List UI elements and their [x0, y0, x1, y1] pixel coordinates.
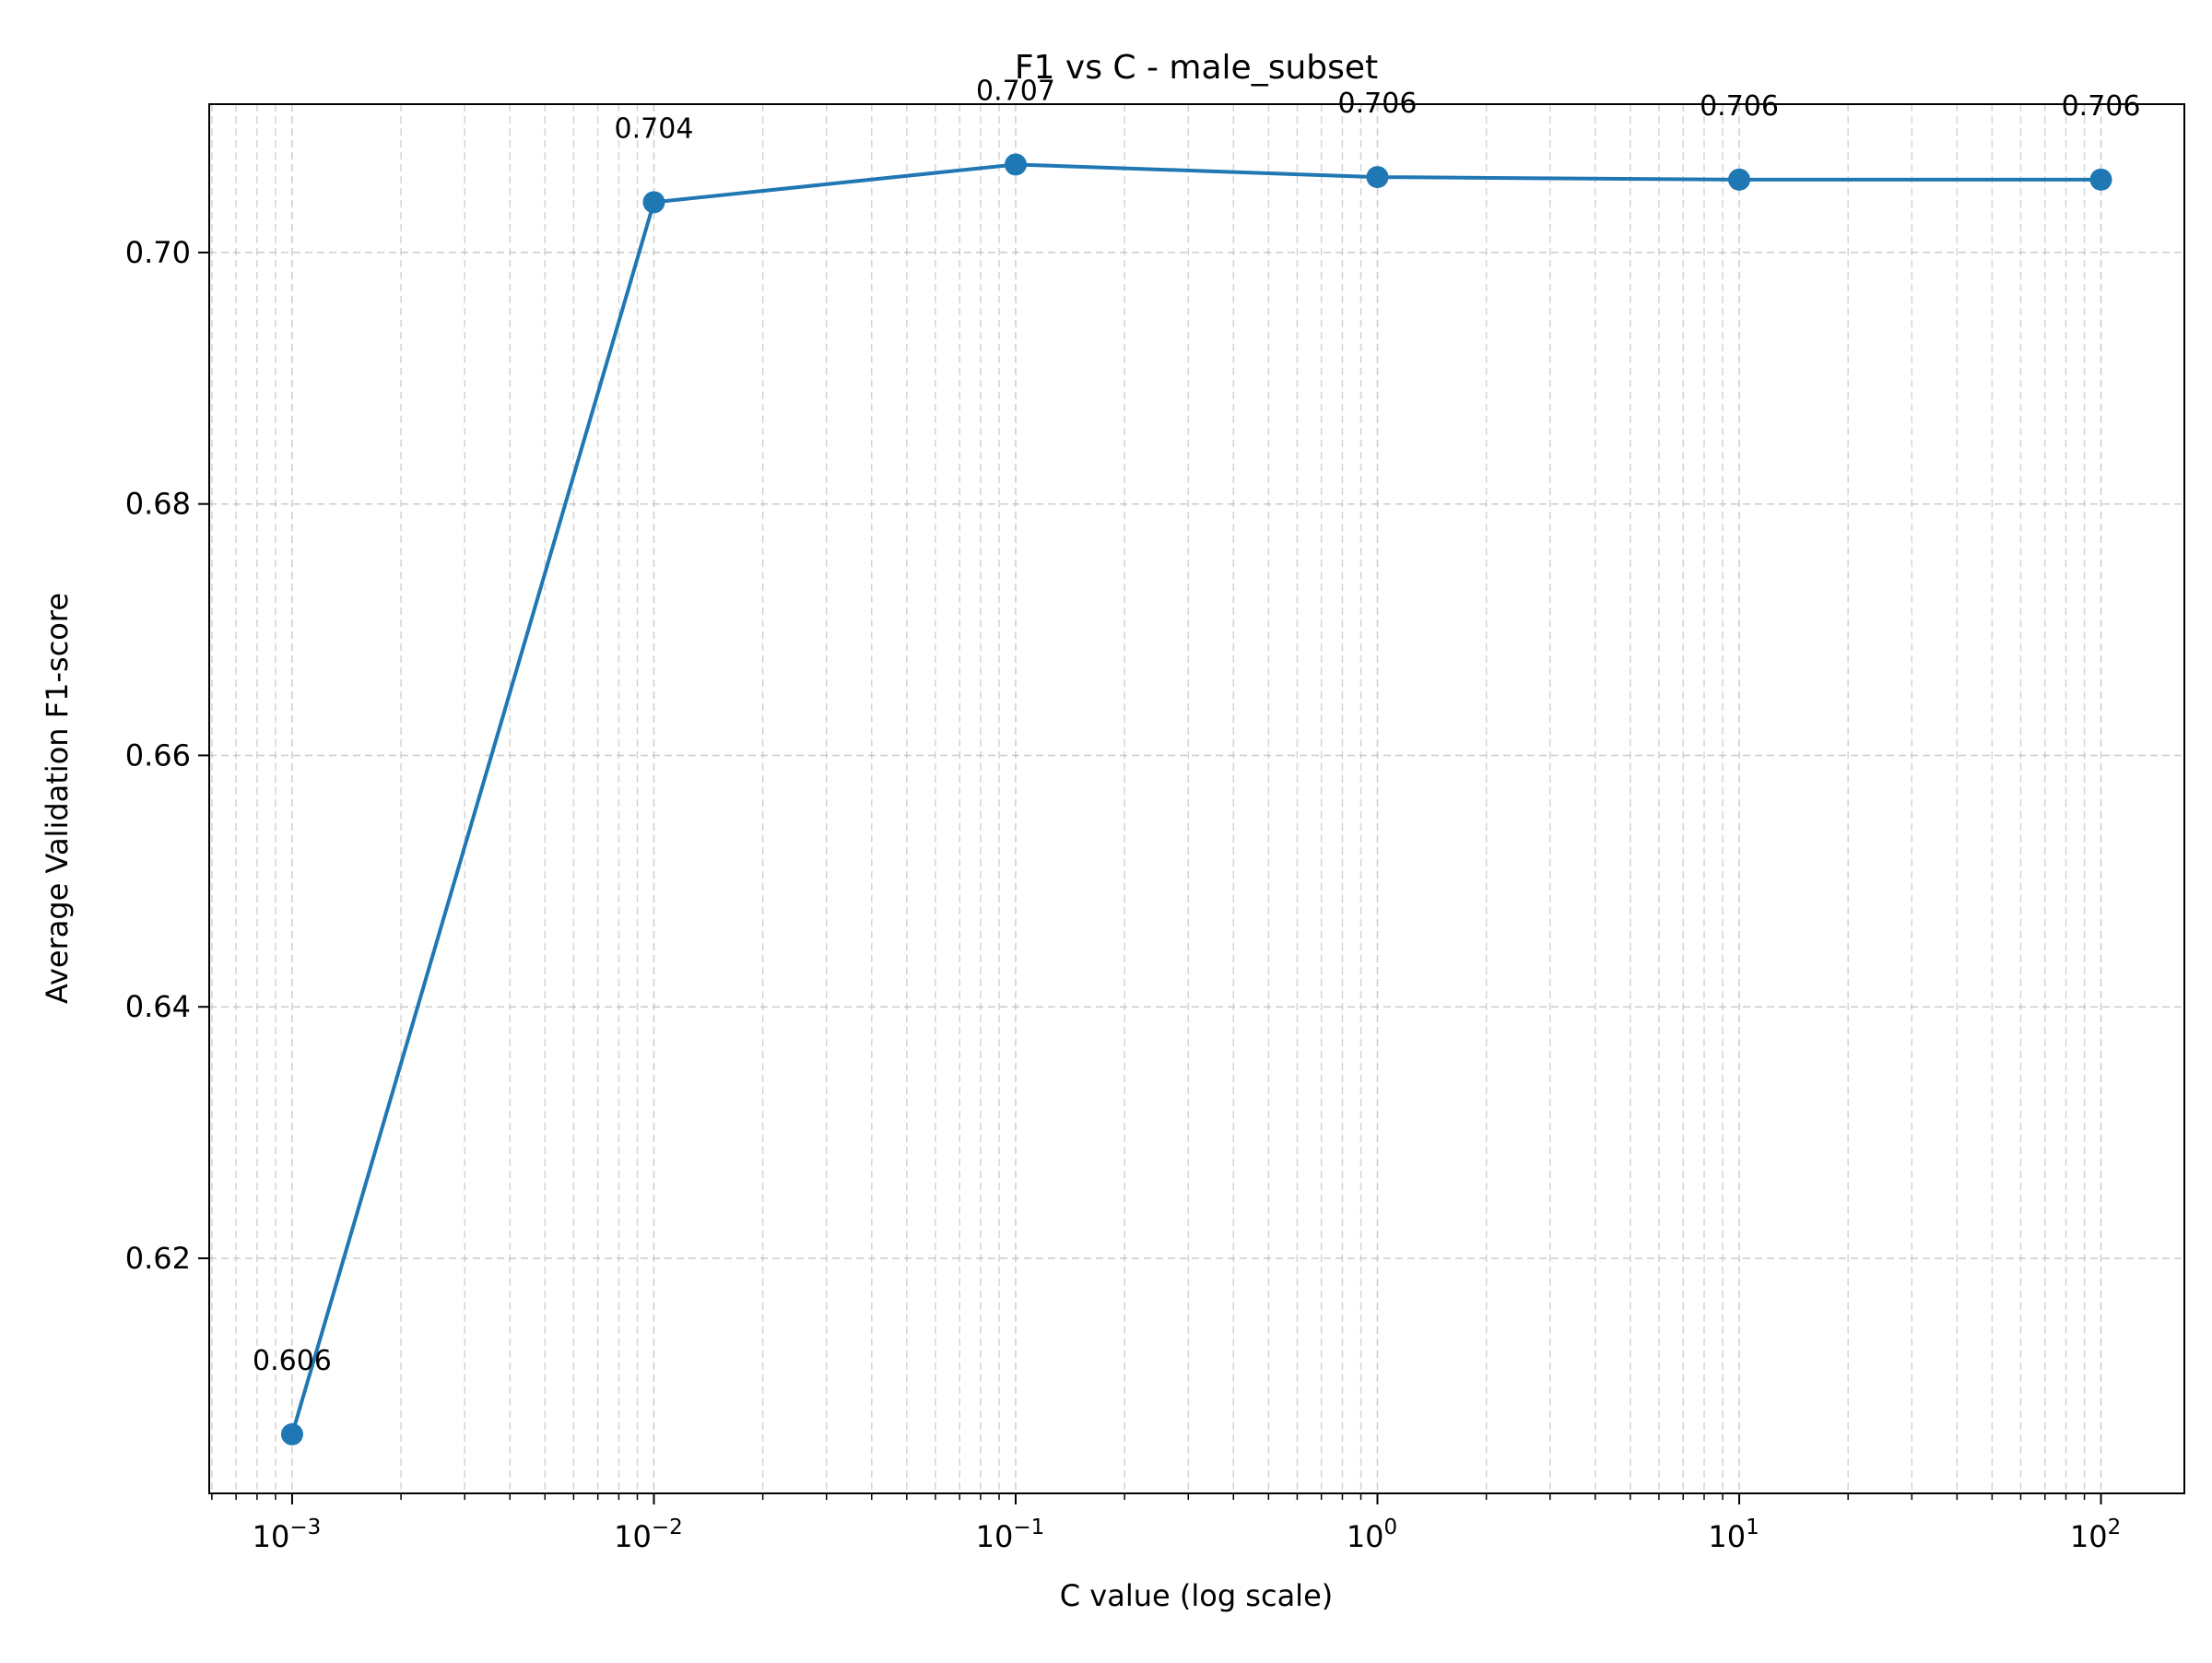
plot-frame — [208, 103, 2185, 1494]
data-label: 0.706 — [2062, 90, 2141, 123]
data-point — [1728, 168, 1751, 191]
data-label: 0.706 — [1700, 90, 1779, 123]
data-point — [2089, 168, 2112, 191]
x-tick-label: 10−3 — [253, 1516, 322, 1554]
data-point — [1366, 166, 1389, 189]
data-point — [642, 191, 665, 214]
x-tick-label: 10−1 — [976, 1516, 1045, 1554]
tick-layer: 10−3 10−2 10−1 100 101 102 0.62 0.64 0.66 0.68 0.7… — [125, 235, 2121, 1554]
chart-title: F1 vs C - male_subset — [1015, 49, 1378, 87]
x-tick-label: 102 — [2070, 1516, 2121, 1554]
x-axis-label: C value (log scale) — [1060, 1578, 1333, 1613]
y-axis-label: Average Validation F1-score — [40, 593, 75, 1004]
data-label: 0.704 — [615, 112, 694, 145]
data-label: 0.707 — [976, 75, 1055, 107]
data-point — [1004, 153, 1027, 176]
data-point — [280, 1422, 303, 1445]
label-layer: 0.606 0.704 0.707 0.706 0.706 0.706 — [253, 75, 2140, 1376]
y-tick-label: 0.70 — [125, 235, 191, 270]
series-line — [290, 162, 2101, 1435]
data-label: 0.706 — [1338, 88, 1418, 120]
y-tick-label: 0.64 — [125, 989, 191, 1024]
data-label: 0.606 — [253, 1345, 332, 1377]
series-layer — [280, 153, 2112, 1445]
x-tick-label: 100 — [1347, 1516, 1397, 1554]
x-tick-label: 10−2 — [614, 1516, 683, 1554]
x-tick-label: 101 — [1708, 1516, 1759, 1554]
y-tick-label: 0.62 — [125, 1241, 191, 1276]
y-tick-label: 0.66 — [125, 737, 191, 773]
grid-layer — [209, 104, 2184, 1493]
y-tick-label: 0.68 — [125, 487, 191, 522]
